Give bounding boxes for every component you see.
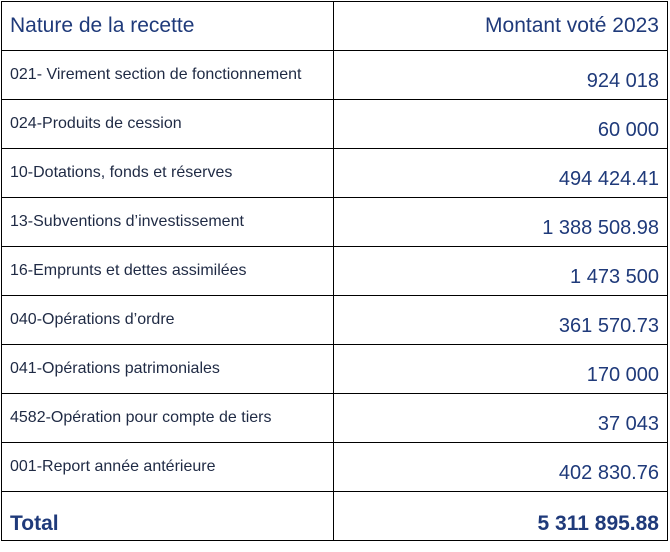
row-label: 16-Emprunts et dettes assimilées — [1, 246, 334, 296]
row-amount: 924 018 — [333, 50, 668, 100]
header-amount: Montant voté 2023 — [333, 1, 668, 51]
row-amount: 60 000 — [333, 99, 668, 149]
total-amount: 5 311 895.88 — [333, 491, 668, 541]
table-row: 021- Virement section de fonctionnement … — [1, 50, 668, 100]
row-label: 021- Virement section de fonctionnement — [1, 50, 334, 100]
row-amount: 37 043 — [333, 393, 668, 443]
table-row: 001-Report année antérieure 402 830.76 — [1, 442, 668, 492]
row-amount: 494 424.41 — [333, 148, 668, 198]
row-label: 040-Opérations d’ordre — [1, 295, 334, 345]
table-header-row: Nature de la recette Montant voté 2023 — [1, 1, 668, 51]
row-label: 001-Report année antérieure — [1, 442, 334, 492]
table-row: 041-Opérations patrimoniales 170 000 — [1, 344, 668, 394]
table-row: 13-Subventions d’investissement 1 388 50… — [1, 197, 668, 247]
row-label: 13-Subventions d’investissement — [1, 197, 334, 247]
row-amount: 1 473 500 — [333, 246, 668, 296]
row-amount: 1 388 508.98 — [333, 197, 668, 247]
budget-table: Nature de la recette Montant voté 2023 0… — [1, 1, 668, 541]
row-amount: 402 830.76 — [333, 442, 668, 492]
row-label: 024-Produits de cession — [1, 99, 334, 149]
table-row: 10-Dotations, fonds et réserves 494 424.… — [1, 148, 668, 198]
row-amount: 170 000 — [333, 344, 668, 394]
table-total-row: Total 5 311 895.88 — [1, 491, 668, 541]
header-label: Nature de la recette — [1, 1, 334, 51]
row-amount: 361 570.73 — [333, 295, 668, 345]
table-row: 040-Opérations d’ordre 361 570.73 — [1, 295, 668, 345]
row-label: 10-Dotations, fonds et réserves — [1, 148, 334, 198]
row-label: 4582-Opération pour compte de tiers — [1, 393, 334, 443]
total-label: Total — [1, 491, 334, 541]
table-row: 4582-Opération pour compte de tiers 37 0… — [1, 393, 668, 443]
row-label: 041-Opérations patrimoniales — [1, 344, 334, 394]
table-row: 024-Produits de cession 60 000 — [1, 99, 668, 149]
table-row: 16-Emprunts et dettes assimilées 1 473 5… — [1, 246, 668, 296]
